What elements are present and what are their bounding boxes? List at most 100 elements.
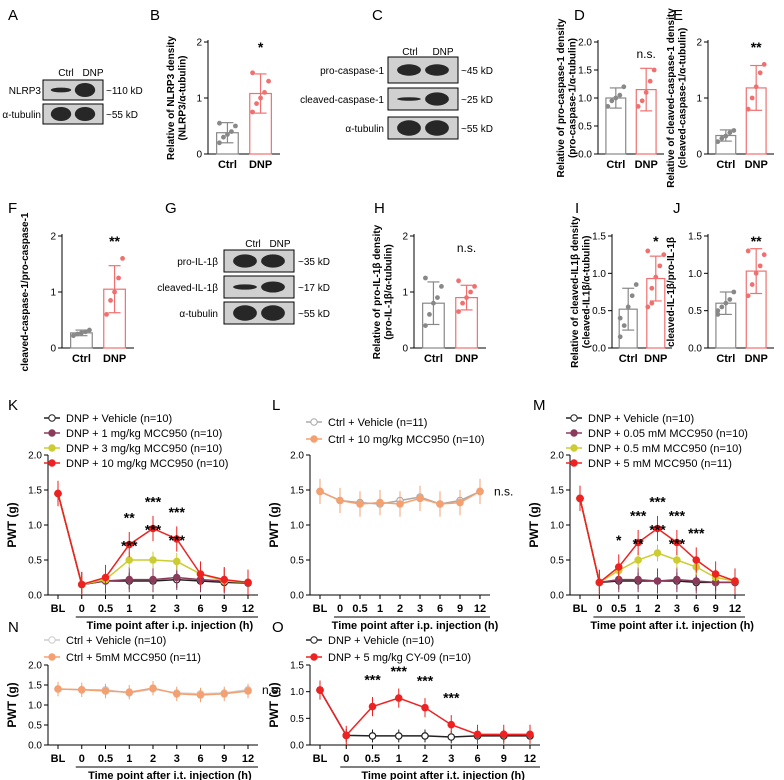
data-point <box>621 84 627 90</box>
legend-entry: DNP + 3 mg/kg MCC950 (n=10) <box>66 443 222 455</box>
y-tick-label: 0.0 <box>28 591 42 602</box>
x-tick-label: BL <box>313 753 328 765</box>
x-tick-label: 6 <box>437 603 443 615</box>
series-point <box>692 556 701 564</box>
data-point <box>112 289 117 295</box>
y-title-line: cleaved-IL-1β/pro-IL-1β <box>666 237 677 347</box>
series-point <box>653 577 662 585</box>
panel-letter-A: A <box>8 7 18 24</box>
blot-C-row2-band <box>397 120 421 136</box>
y-title-line: Relative of pro-caspase-1 density <box>556 18 567 177</box>
y-tick-label: 0 <box>402 344 408 355</box>
data-point <box>423 275 428 281</box>
x-tick-label: 2 <box>654 603 660 615</box>
series-point <box>447 720 456 729</box>
panel-letter-H: H <box>374 200 385 217</box>
data-point <box>647 78 653 84</box>
significance-mark: * <box>258 39 264 55</box>
data-point <box>633 282 639 287</box>
series-point <box>456 498 464 507</box>
x-tick-label: 0.5 <box>352 603 367 615</box>
x-tick-label: 3 <box>174 603 180 615</box>
series-point <box>436 500 444 508</box>
y-tick-label: 0.5 <box>290 714 304 725</box>
x-tick-label: 1 <box>396 753 402 765</box>
significance-mark: *** <box>669 536 686 552</box>
y-title-line: (pro-caspase-1/α-tubulin) <box>568 38 579 158</box>
significance-mark: * <box>616 532 622 548</box>
series-point <box>220 689 229 698</box>
series-point <box>634 538 642 547</box>
significance-mark: ** <box>751 39 762 55</box>
y-tick-label: 0.0 <box>550 591 564 602</box>
row-label: pro-caspase-1 <box>320 66 384 77</box>
data-point <box>468 289 473 295</box>
y-axis-title: PWT (g) <box>5 502 19 547</box>
y-tick-label: 0.0 <box>592 344 606 355</box>
series-point <box>172 535 181 543</box>
data-point <box>258 95 263 101</box>
series-point <box>711 570 720 578</box>
y-title-line: (cleaved-IL1β/α-tubulin) <box>582 236 593 349</box>
series-point <box>673 538 681 547</box>
x-tick-label: 1 <box>377 603 383 615</box>
significance-mark: ** <box>109 233 120 249</box>
data-point <box>745 248 751 254</box>
x-tick-label: 1 <box>126 753 132 765</box>
blot-C-row1-band <box>397 97 421 101</box>
series-point <box>653 549 662 557</box>
row-label: α-tubulin <box>345 124 384 135</box>
data-point <box>727 130 733 136</box>
data-point <box>233 123 238 129</box>
y-tick-label: 1.0 <box>28 521 42 532</box>
panel-letter-N: N <box>8 619 19 636</box>
series-point <box>54 685 62 693</box>
data-point <box>625 304 631 310</box>
data-point <box>617 315 623 321</box>
series-point <box>316 686 324 694</box>
series-point <box>673 556 681 564</box>
y-tick-label: 2 <box>50 232 56 243</box>
significance-mark: *** <box>145 522 162 538</box>
series-point <box>731 577 739 585</box>
x-tick-label: 3 <box>174 753 180 765</box>
series-point <box>499 730 508 739</box>
data-point <box>727 297 733 302</box>
series-point <box>244 578 252 587</box>
y-tick-label: 0.5 <box>28 556 42 567</box>
series-point <box>394 694 403 702</box>
y-axis-title: Relative of pro-caspase-1 density(pro-ca… <box>556 18 579 177</box>
data-point <box>639 98 645 104</box>
data-point <box>753 270 759 276</box>
kd-label: ~55 kD <box>298 309 330 320</box>
data-point <box>629 293 635 299</box>
significance-mark: *** <box>649 494 666 510</box>
y-tick-label: 1.5 <box>290 661 304 672</box>
blot-G-row2-band <box>261 305 285 321</box>
data-point <box>745 293 751 299</box>
legend-entry: Ctrl + 10 mg/kg MCC950 (n=10) <box>328 434 485 446</box>
x-category-label: Ctrl <box>606 159 625 171</box>
x-category-label: Ctrl <box>619 353 638 365</box>
series-point <box>342 731 351 740</box>
y-tick-label: 0.0 <box>688 344 702 355</box>
data-point <box>719 135 725 141</box>
blot-G-row1-band <box>261 281 285 293</box>
data-point <box>613 95 619 101</box>
series-point <box>172 573 181 582</box>
significance-mark: *** <box>417 673 434 689</box>
legend-swatch-marker <box>310 636 318 644</box>
data-point <box>635 104 641 109</box>
blot-G-row1-box <box>223 275 295 299</box>
series-point <box>473 730 482 739</box>
y-tick-label: 1 <box>50 288 56 299</box>
y-tick-label: 1.0 <box>290 687 304 698</box>
legend-swatch-marker <box>310 435 318 443</box>
blot-C-row1-band <box>425 92 449 106</box>
kd-label: ~55 kD <box>461 124 493 135</box>
significance-mark: n.s. <box>262 683 281 697</box>
data-point <box>645 248 651 254</box>
